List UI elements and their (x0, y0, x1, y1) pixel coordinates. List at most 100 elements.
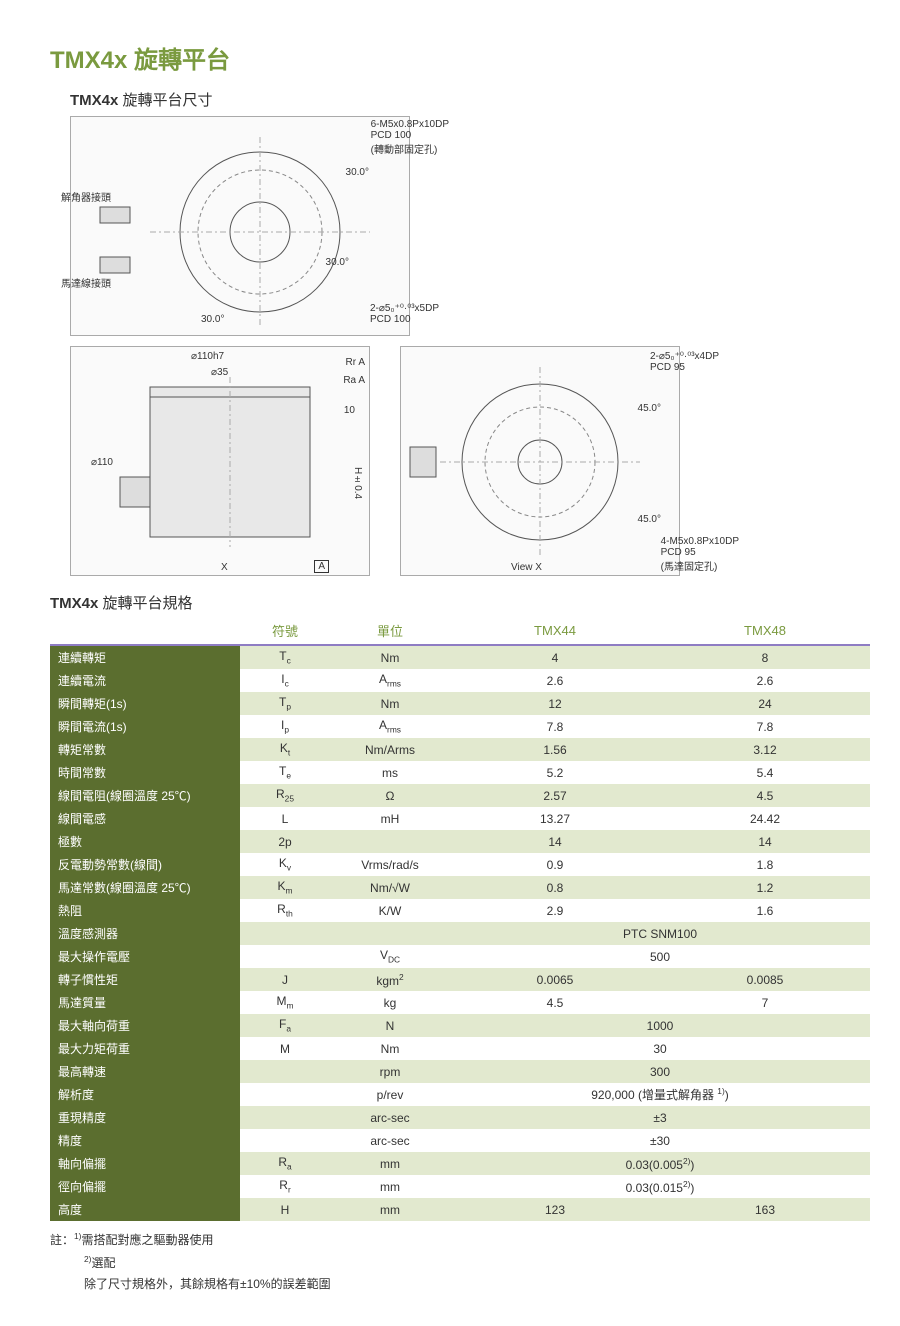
row-unit: kg (330, 991, 450, 1014)
callout-rr: Rr A (346, 357, 365, 368)
row-value-2: 1.2 (660, 876, 870, 899)
table-row: 溫度感測器PTC SNM100 (50, 922, 870, 945)
table-row: 解析度p/rev920,000 (增量式解角器 1)) (50, 1083, 870, 1106)
row-value-2: 163 (660, 1198, 870, 1221)
table-row: 連續電流IcArms2.62.6 (50, 669, 870, 692)
row-symbol: R25 (240, 784, 330, 807)
table-row: 最高轉速rpm300 (50, 1060, 870, 1083)
row-unit: p/rev (330, 1083, 450, 1106)
row-value-2: 3.12 (660, 738, 870, 761)
table-row: 連續轉矩TcNm48 (50, 645, 870, 669)
row-value-2: 7.8 (660, 715, 870, 738)
row-value-1: 13.27 (450, 807, 660, 830)
row-value-1: 2.57 (450, 784, 660, 807)
table-row: 反電動勢常數(線間)KvVrms/rad/s0.91.8 (50, 853, 870, 876)
row-value-2: 24 (660, 692, 870, 715)
table-row: 軸向偏擺Ramm0.03(0.0052)) (50, 1152, 870, 1175)
row-value-1: 0.0065 (450, 968, 660, 991)
row-symbol: Rth (240, 899, 330, 922)
callout-x: X (221, 562, 228, 573)
table-row: 轉子慣性矩Jkgm20.00650.0085 (50, 968, 870, 991)
table-row: 熱阻RthK/W2.91.6 (50, 899, 870, 922)
table-row: 瞬間轉矩(1s)TpNm1224 (50, 692, 870, 715)
footnotes: 註：1)需搭配對應之驅動器使用 2)選配 除了尺寸規格外，其餘規格有±10%的誤… (50, 1229, 870, 1296)
bottom-view-diagram: 2-⌀5₀⁺⁰·⁰³x4DP PCD 95 45.0° 45.0° View X… (400, 346, 680, 576)
row-unit: mm (330, 1175, 450, 1198)
table-row: 極數2p1414 (50, 830, 870, 853)
row-label: 線間電感 (50, 807, 240, 830)
row-symbol: Tc (240, 645, 330, 669)
callout-30c: 30.0° (201, 314, 224, 325)
row-label: 連續轉矩 (50, 645, 240, 669)
callout-pin-bot: 2-⌀5₀⁺⁰·⁰³x4DP PCD 95 (650, 351, 719, 373)
row-unit: mH (330, 807, 450, 830)
row-unit (330, 922, 450, 945)
row-label: 反電動勢常數(線間) (50, 853, 240, 876)
row-label: 線間電阻(線圈溫度 25℃) (50, 784, 240, 807)
col-v2: TMX48 (660, 617, 870, 645)
row-value-merged: 1000 (450, 1014, 870, 1037)
row-label: 徑向偏擺 (50, 1175, 240, 1198)
row-label: 軸向偏擺 (50, 1152, 240, 1175)
row-unit: kgm2 (330, 968, 450, 991)
row-value-merged: 30 (450, 1037, 870, 1060)
dimensions-model: TMX4x (70, 92, 118, 109)
callout-45b: 45.0° (638, 514, 661, 525)
row-value-2: 1.6 (660, 899, 870, 922)
table-row: 時間常數Tems5.25.4 (50, 761, 870, 784)
callout-30b: 30.0° (326, 257, 349, 268)
row-symbol: H (240, 1198, 330, 1221)
row-unit: N (330, 1014, 450, 1037)
callout-d110h7: ⌀110h7 (191, 351, 224, 362)
col-unit: 單位 (330, 617, 450, 645)
row-label: 馬達常數(線圈溫度 25℃) (50, 876, 240, 899)
callout-motor-conn: 馬達線接頭 (61, 275, 111, 290)
row-symbol (240, 1129, 330, 1152)
row-symbol: Rr (240, 1175, 330, 1198)
row-value-2: 14 (660, 830, 870, 853)
page-title: TMX4x 旋轉平台 (50, 40, 870, 75)
row-value-1: 5.2 (450, 761, 660, 784)
row-symbol (240, 945, 330, 968)
row-value-1: 1.56 (450, 738, 660, 761)
row-value-merged: ±3 (450, 1106, 870, 1129)
row-symbol: J (240, 968, 330, 991)
row-value-merged: PTC SNM100 (450, 922, 870, 945)
row-label: 時間常數 (50, 761, 240, 784)
row-value-1: 12 (450, 692, 660, 715)
row-symbol: Mm (240, 991, 330, 1014)
row-unit: mm (330, 1198, 450, 1221)
row-unit: Ω (330, 784, 450, 807)
callout-d110: ⌀110 (91, 457, 113, 468)
row-unit: Vrms/rad/s (330, 853, 450, 876)
row-label: 高度 (50, 1198, 240, 1221)
table-row: 馬達質量Mmkg4.57 (50, 991, 870, 1014)
row-symbol: Tp (240, 692, 330, 715)
dimensions-heading: TMX4x 旋轉平台尺寸 (70, 89, 870, 110)
note-2: 選配 (91, 1256, 115, 1270)
table-row: 重現精度arc-sec±3 (50, 1106, 870, 1129)
row-unit: rpm (330, 1060, 450, 1083)
callout-30a: 30.0° (346, 167, 369, 178)
row-label: 最高轉速 (50, 1060, 240, 1083)
row-unit: Arms (330, 715, 450, 738)
table-row: 最大力矩荷重MNm30 (50, 1037, 870, 1060)
row-label: 最大軸向荷重 (50, 1014, 240, 1037)
row-unit: Nm/Arms (330, 738, 450, 761)
row-unit: K/W (330, 899, 450, 922)
callout-bot-hole: 4-M5x0.8Px10DP PCD 95 (馬達固定孔) (661, 536, 739, 573)
row-unit: ms (330, 761, 450, 784)
row-unit (330, 830, 450, 853)
row-unit: Nm/√W (330, 876, 450, 899)
table-row: 最大軸向荷重FaN1000 (50, 1014, 870, 1037)
row-label: 極數 (50, 830, 240, 853)
callout-h04: H±0.4 (352, 467, 363, 499)
row-label: 最大力矩荷重 (50, 1037, 240, 1060)
row-symbol: Kv (240, 853, 330, 876)
callout-10: 10 (344, 405, 355, 416)
row-symbol: Kt (240, 738, 330, 761)
row-value-2: 7 (660, 991, 870, 1014)
row-value-2: 1.8 (660, 853, 870, 876)
callout-resolver: 解角器接頭 (61, 189, 111, 204)
row-value-merged: 0.03(0.0152)) (450, 1175, 870, 1198)
